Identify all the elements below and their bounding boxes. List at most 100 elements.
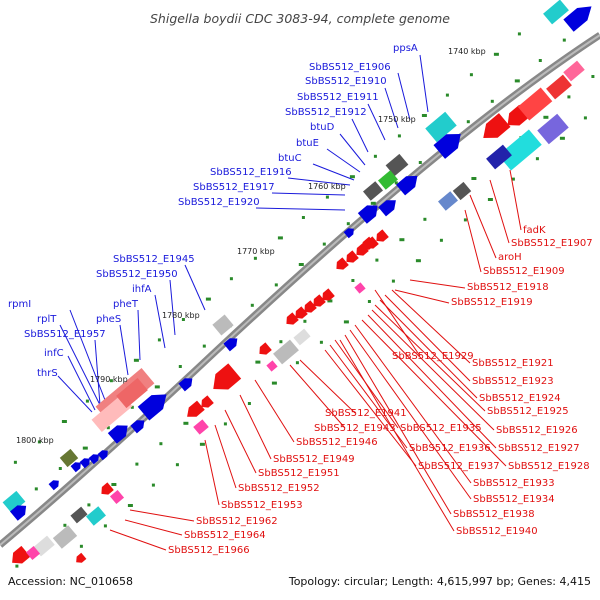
- tick-dot: [295, 361, 299, 365]
- gene-label-reverse: SbBS512_E1943: [314, 423, 396, 434]
- tick-dot: [469, 73, 473, 77]
- gene-label-forward: SbBS512_E1945: [113, 254, 195, 265]
- gene-arrow-reverse: [322, 288, 335, 301]
- genome-backbone-highlight: [0, 34, 600, 546]
- gene-label-forward: SbBS512_E1950: [96, 269, 178, 280]
- gene-label-forward: SbBS512_E1916: [210, 167, 292, 178]
- gene-arrow-reverse: [101, 482, 114, 495]
- tick-dot: [559, 136, 565, 140]
- gene-feature: [273, 339, 299, 365]
- tick-dot: [399, 238, 405, 242]
- gene-arrow-forward: [378, 200, 396, 217]
- leader-line-reverse: [409, 279, 466, 289]
- leader-line-reverse: [334, 339, 399, 429]
- gene-arrow-reverse: [12, 545, 31, 564]
- gene-label-forward: rplT: [37, 314, 57, 325]
- gene-label-forward: SbBS512_E1917: [193, 182, 275, 193]
- leader-line-reverse: [354, 324, 472, 484]
- leader-line-forward: [255, 207, 346, 211]
- tick-dot: [301, 216, 305, 219]
- tick-dot: [439, 238, 443, 242]
- tick-dot: [63, 523, 67, 527]
- tick-dot: [37, 440, 41, 444]
- tick-dot: [567, 95, 571, 99]
- tick-dot: [583, 116, 587, 120]
- leader-line-reverse: [344, 334, 452, 515]
- tick-dot: [397, 134, 401, 138]
- gene-feature: [109, 489, 125, 505]
- gene-label-reverse: SbBS512_E1937: [418, 461, 500, 472]
- tick-dot: [303, 319, 307, 323]
- leader-line-reverse: [214, 424, 237, 489]
- gene-feature: [33, 535, 55, 557]
- gene-arrow-reverse: [361, 236, 376, 250]
- leader-line-reverse: [129, 509, 195, 522]
- gene-label-reverse: SbBS512_E1933: [473, 478, 555, 489]
- gene-feature: [212, 314, 234, 336]
- tick-dot: [229, 277, 233, 281]
- gene-label-forward: rpmI: [8, 299, 31, 310]
- leader-line-forward: [287, 177, 351, 186]
- gene-label-reverse: fadK: [523, 225, 546, 236]
- gene-feature: [52, 525, 78, 549]
- tick-dot: [205, 297, 211, 301]
- leader-line-reverse: [379, 299, 478, 399]
- gene-feature: [486, 144, 512, 170]
- gene-label-reverse: SbBS512_E1940: [456, 526, 538, 537]
- gene-label-reverse: SbBS512_E1924: [479, 393, 561, 404]
- tick-dot: [154, 385, 160, 389]
- tick-dot: [325, 195, 329, 199]
- gene-arrow-forward: [563, 6, 592, 32]
- tick-dot: [250, 303, 254, 307]
- gene-arrow-reverse: [346, 250, 359, 263]
- tick-dot: [85, 399, 89, 403]
- tick-dot: [181, 318, 185, 321]
- gene-label-forward: SbBS512_E1912: [285, 107, 367, 118]
- gene-arrow-reverse: [313, 294, 326, 307]
- tick-dot: [517, 32, 521, 36]
- leader-line-reverse: [254, 379, 295, 443]
- leader-line-reverse: [391, 289, 471, 364]
- tick-dot: [255, 360, 261, 364]
- tick-dot: [375, 258, 379, 262]
- gene-arrow-forward: [130, 420, 145, 434]
- leader-line-forward: [312, 163, 355, 181]
- tick-dot: [535, 157, 539, 161]
- leader-line-forward: [184, 264, 206, 311]
- tick-dot: [463, 218, 467, 222]
- tick-dot: [199, 442, 205, 446]
- gene-label-forward: SbBS512_E1906: [309, 62, 391, 73]
- gene-label-reverse: SbBS512_E1962: [196, 516, 278, 527]
- leader-line-reverse: [509, 169, 522, 231]
- leader-line-reverse: [464, 209, 482, 273]
- gene-feature: [452, 181, 472, 201]
- tick-dot: [391, 279, 395, 283]
- gene-label-reverse: SbBS512_E1907: [511, 238, 593, 249]
- tick-dot: [253, 256, 257, 260]
- leader-line-forward: [339, 133, 366, 166]
- gene-label-forward: SbBS512_E1920: [178, 197, 260, 208]
- gene-arrow-reverse: [304, 300, 317, 313]
- tick-dot: [159, 442, 163, 446]
- tick-dot: [103, 524, 107, 528]
- tick-dot: [343, 320, 349, 324]
- gene-label-reverse: SbBS512_E1953: [221, 500, 303, 511]
- gene-feature: [546, 74, 572, 100]
- leader-line-forward: [419, 54, 429, 113]
- gene-label-reverse: SbBS512_E1925: [487, 406, 569, 417]
- tick-dot: [82, 446, 88, 450]
- gene-arrow-reverse: [201, 395, 214, 408]
- gene-arrow-reverse: [187, 400, 205, 417]
- gene-feature: [25, 545, 41, 561]
- tick-dot: [562, 38, 566, 42]
- leader-line-reverse: [289, 364, 346, 429]
- tick-dot: [109, 379, 113, 383]
- leader-line-forward: [94, 339, 101, 406]
- gene-feature: [425, 111, 457, 143]
- gene-label-reverse: SbBS512_E1952: [238, 483, 320, 494]
- tick-dot: [415, 259, 421, 263]
- leader-line-forward: [137, 309, 141, 361]
- ruler-label: 1780 kbp: [162, 311, 200, 320]
- gene-label-reverse: SbBS512_E1966: [168, 545, 250, 556]
- gene-label-reverse: SbBS512_E1951: [258, 468, 340, 479]
